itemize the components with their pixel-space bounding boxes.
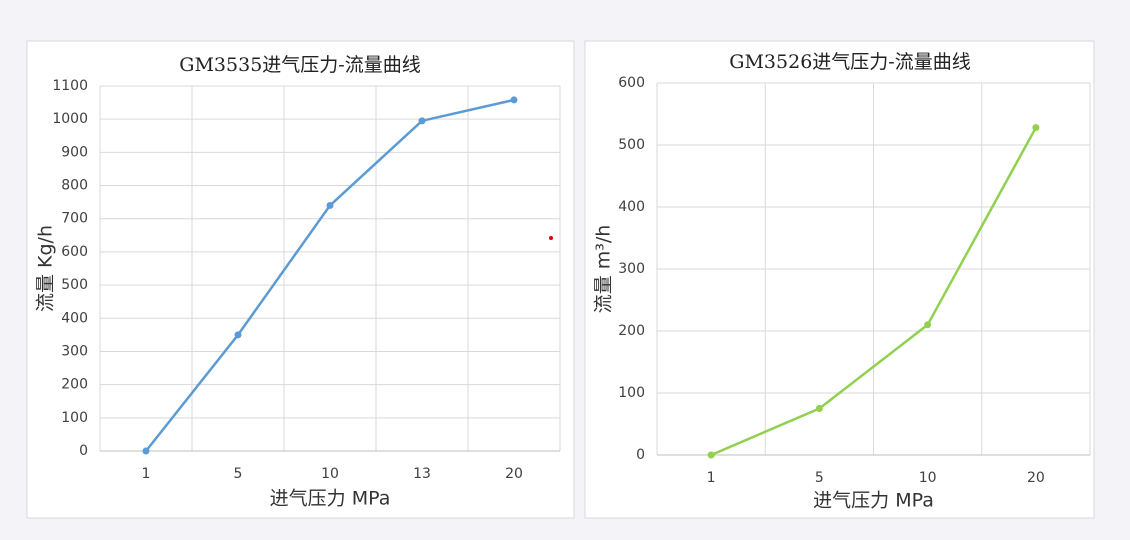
y-tick-label: 200 <box>618 323 645 339</box>
chart-title: GM3535进气压力-流量曲线 <box>179 54 420 76</box>
line <box>710 127 1037 457</box>
y-tick-label: 600 <box>618 75 645 91</box>
point <box>510 96 518 104</box>
x-tick-label: 1 <box>707 470 716 486</box>
chart-panel <box>584 40 1095 519</box>
y-tick-label: 400 <box>618 199 645 215</box>
y-tick-label: 600 <box>61 244 88 260</box>
y-tick-label: 800 <box>61 178 88 194</box>
point <box>142 447 150 455</box>
point <box>418 117 426 125</box>
x-tick-label: 10 <box>919 470 937 486</box>
chart-title: GM3526进气压力-流量曲线 <box>729 51 970 73</box>
y-tick-label: 100 <box>61 410 88 426</box>
x-tick-label: 5 <box>234 466 243 482</box>
x-tick-label: 10 <box>321 466 339 482</box>
y-tick-label: 1000 <box>52 111 88 127</box>
x-tick-label: 20 <box>1027 470 1045 486</box>
point <box>326 201 334 209</box>
chart-panel <box>26 40 575 519</box>
y-tick-label: 400 <box>61 310 88 326</box>
y-tick-label: 1100 <box>52 78 88 94</box>
y-tick-label: 0 <box>636 447 645 463</box>
x-tick-label: 1 <box>142 466 151 482</box>
x-axis-title: 进气压力 MPa <box>813 490 934 512</box>
point <box>707 451 715 459</box>
x-axis-title: 进气压力 MPa <box>270 488 391 510</box>
y-tick-label: 300 <box>618 261 645 277</box>
point <box>815 405 823 412</box>
y-tick-label: 500 <box>618 137 645 153</box>
y-tick-label: 500 <box>61 277 88 293</box>
point <box>234 331 242 339</box>
y-tick-label: 700 <box>61 211 88 227</box>
y-tick-label: 200 <box>61 377 88 393</box>
point <box>924 321 932 329</box>
y-tick-label: 0 <box>79 443 88 459</box>
y-tick-label: 900 <box>61 144 88 160</box>
y-axis-title: 流量 m³/h <box>593 225 615 314</box>
stray-dot <box>549 236 553 240</box>
y-axis-title: 流量 Kg/h <box>35 225 57 312</box>
x-tick-label: 20 <box>505 466 523 482</box>
x-tick-label: 13 <box>413 466 431 482</box>
y-tick-label: 300 <box>61 343 88 359</box>
y-tick-label: 100 <box>618 385 645 401</box>
point <box>1032 124 1040 132</box>
x-tick-label: 5 <box>815 470 824 486</box>
